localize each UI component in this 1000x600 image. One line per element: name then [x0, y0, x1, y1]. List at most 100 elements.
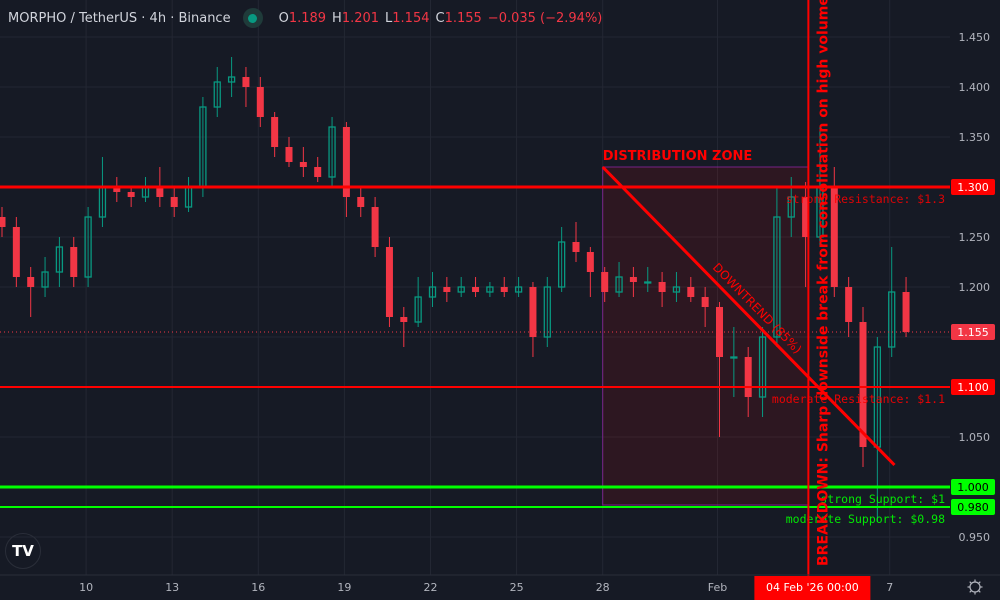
candle	[644, 267, 652, 292]
candle	[672, 272, 681, 302]
candle-body	[328, 126, 336, 178]
level-label: strong Resistance: $1.3	[786, 192, 945, 206]
candle-body	[113, 187, 121, 192]
level-price-badge	[951, 499, 995, 515]
candle-body	[615, 276, 623, 293]
candle	[615, 262, 623, 297]
candle	[888, 247, 896, 357]
level-label: moderate Resistance: $1.1	[772, 392, 945, 406]
candle-body	[156, 187, 164, 197]
candle-body	[558, 241, 566, 288]
candle	[514, 277, 523, 297]
gear-tooth	[978, 590, 981, 593]
candle	[701, 287, 709, 327]
level-price-badge	[951, 479, 995, 495]
candle-body	[400, 317, 408, 322]
level-label: strong Support: $1	[820, 492, 945, 506]
last-price-badge	[951, 324, 995, 340]
candle	[256, 77, 264, 127]
candle-body	[644, 281, 652, 284]
candle-body	[543, 286, 551, 338]
settings-gear-icon[interactable]	[967, 579, 983, 595]
candle	[70, 237, 78, 287]
event-time-badge	[754, 576, 871, 600]
candle-body	[170, 197, 178, 207]
level-price-badge	[951, 179, 995, 195]
candle	[170, 187, 178, 217]
candle	[744, 347, 752, 417]
candle	[342, 122, 350, 217]
low-value: 1.154	[392, 10, 430, 26]
candle	[199, 97, 207, 197]
breakdown-label: BREAKDOWN: Sharp downside break from con…	[815, 0, 831, 566]
candle-body	[414, 296, 422, 323]
close-value: 1.155	[444, 10, 482, 26]
candle-body	[629, 277, 637, 282]
candle	[500, 277, 508, 297]
market-status-icon	[242, 8, 263, 28]
candle-body	[845, 287, 853, 322]
candle-body	[529, 287, 537, 337]
price-tick: 1.250	[959, 231, 991, 244]
candle	[486, 282, 494, 297]
level-price-badge-text: 1.300	[957, 181, 989, 194]
candle	[802, 182, 810, 287]
time-tick: 13	[165, 581, 179, 594]
candle	[716, 302, 723, 437]
gear-tooth	[969, 590, 972, 593]
candle	[328, 117, 336, 187]
candle-body	[586, 252, 594, 272]
candle	[845, 277, 853, 337]
candle	[227, 57, 236, 97]
candle	[443, 277, 451, 302]
candle	[98, 157, 107, 227]
symbol-title[interactable]: MORPHO / TetherUS · 4h · Binance	[8, 10, 231, 26]
candle-body	[0, 217, 6, 227]
price-tick: 0.950	[959, 531, 991, 544]
high-value: 1.201	[341, 10, 380, 26]
candle-body	[27, 277, 35, 287]
time-tick: 7	[886, 581, 893, 594]
candle-body	[601, 272, 609, 292]
chart-legend: MORPHO / TetherUS · 4h · Binance O 1.189 …	[8, 8, 602, 28]
candle	[414, 277, 422, 327]
candle-body	[55, 246, 64, 273]
time-tick: 16	[251, 581, 265, 594]
low-label: L	[385, 10, 393, 26]
candle	[12, 217, 20, 287]
candle-body	[672, 286, 681, 293]
candle	[113, 177, 121, 202]
price-tick: 1.350	[959, 131, 991, 144]
price-tick: 1.450	[959, 31, 991, 44]
candle	[184, 177, 193, 212]
tradingview-logo[interactable]: TV	[5, 533, 41, 569]
candle-body	[500, 287, 508, 292]
candle	[41, 257, 49, 297]
time-tick: 28	[596, 581, 610, 594]
candle-body	[687, 287, 695, 297]
candle-body	[371, 207, 379, 247]
candle-body	[271, 117, 279, 147]
candle	[529, 282, 537, 357]
candle	[687, 277, 695, 302]
event-time-badge-text: 04 Feb '26 00:00	[766, 581, 859, 594]
candle-body	[41, 271, 49, 288]
level-price-badge-text: 1.100	[957, 381, 989, 394]
time-tick: 10	[79, 581, 93, 594]
candle-body	[428, 286, 437, 298]
time-tick: 25	[510, 581, 524, 594]
candle-body	[472, 287, 480, 292]
candle-body	[572, 242, 580, 252]
price-tick: 1.400	[959, 81, 991, 94]
open-value: 1.189	[288, 10, 327, 26]
candle-body	[486, 286, 494, 293]
candle	[902, 277, 910, 337]
candle	[586, 247, 594, 297]
price-tick: 1.050	[959, 431, 991, 444]
candle-body	[285, 147, 293, 162]
candle	[658, 272, 666, 307]
gear-ring	[969, 581, 981, 593]
candle-body	[314, 167, 322, 177]
last-price-badge-text: 1.155	[957, 326, 989, 339]
